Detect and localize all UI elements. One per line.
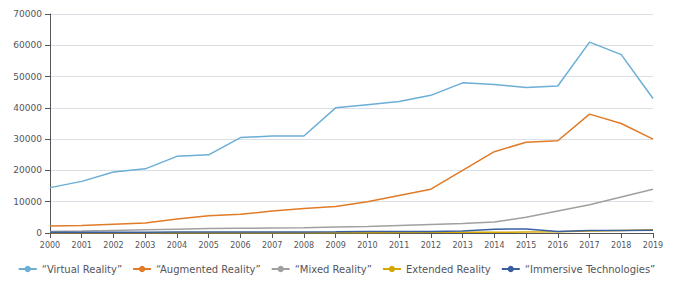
svg-text:2013: 2013 bbox=[452, 241, 472, 250]
svg-text:10000: 10000 bbox=[13, 197, 42, 207]
svg-text:2003: 2003 bbox=[135, 241, 155, 250]
svg-text:2002: 2002 bbox=[103, 241, 123, 250]
svg-text:2000: 2000 bbox=[40, 241, 60, 250]
svg-text:60000: 60000 bbox=[13, 40, 42, 50]
svg-text:2017: 2017 bbox=[579, 241, 599, 250]
svg-text:70000: 70000 bbox=[13, 9, 42, 19]
svg-text:2006: 2006 bbox=[230, 241, 250, 250]
svg-text:2012: 2012 bbox=[421, 241, 441, 250]
svg-text:50000: 50000 bbox=[13, 72, 42, 82]
svg-text:2018: 2018 bbox=[611, 241, 631, 250]
svg-text:2005: 2005 bbox=[199, 241, 219, 250]
svg-text:0: 0 bbox=[36, 228, 42, 238]
svg-text:2010: 2010 bbox=[357, 241, 377, 250]
svg-text:2007: 2007 bbox=[262, 241, 282, 250]
svg-text:2004: 2004 bbox=[167, 241, 187, 250]
svg-text:“Immersive Technologies”: “Immersive Technologies” bbox=[525, 264, 656, 275]
svg-text:“Augmented Reality”: “Augmented Reality” bbox=[156, 264, 261, 275]
svg-text:2008: 2008 bbox=[294, 241, 314, 250]
svg-text:2015: 2015 bbox=[516, 241, 536, 250]
svg-text:20000: 20000 bbox=[13, 165, 42, 175]
svg-text:2014: 2014 bbox=[484, 241, 504, 250]
svg-text:2001: 2001 bbox=[72, 241, 92, 250]
svg-text:Extended Reality: Extended Reality bbox=[406, 264, 491, 275]
svg-text:“Virtual Reality”: “Virtual Reality” bbox=[42, 264, 122, 275]
svg-text:2009: 2009 bbox=[325, 241, 345, 250]
svg-text:2019: 2019 bbox=[643, 241, 663, 250]
svg-text:2016: 2016 bbox=[548, 241, 568, 250]
svg-text:“Mixed Reality”: “Mixed Reality” bbox=[295, 264, 372, 275]
svg-text:40000: 40000 bbox=[13, 103, 42, 113]
svg-text:2011: 2011 bbox=[389, 241, 409, 250]
svg-text:30000: 30000 bbox=[13, 134, 42, 144]
